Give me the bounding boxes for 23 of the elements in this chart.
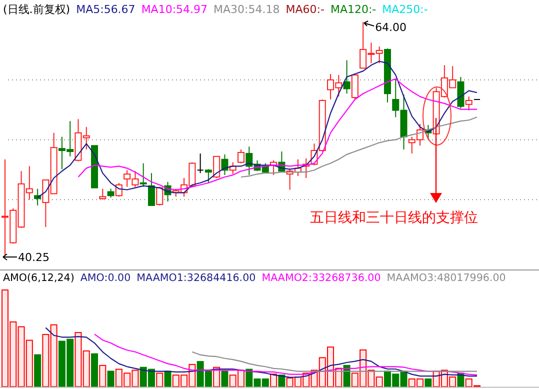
chart-title: AMO(6,12,24) [3,272,74,284]
text: MA30:54.18 [214,3,280,16]
bar [99,364,106,388]
bar [156,372,164,388]
chart-title: (日线.前复权) [3,3,70,16]
bar [424,378,432,388]
text: MAAMO1:32684416.00 [136,272,256,284]
text: MA5:56.67 [76,3,136,16]
text: MAAMO2:33268736.00 [262,272,381,284]
text: MAAMO3:48017996.00 [386,272,506,284]
annotation: 五日线和三十日线的支撑位 [310,210,478,226]
text: MA250:- [382,3,428,16]
bar [107,370,114,388]
text: MA10:54.97 [141,3,208,16]
bar [91,353,98,388]
bar [34,354,42,388]
annotation: 40.25 [18,251,50,264]
text: MA120:- [330,3,376,16]
annotation: 64.00 [375,21,407,34]
bar [164,370,172,388]
text: AMO:0.00 [80,272,131,284]
bar [221,370,228,388]
text: MA60:- [286,3,324,16]
